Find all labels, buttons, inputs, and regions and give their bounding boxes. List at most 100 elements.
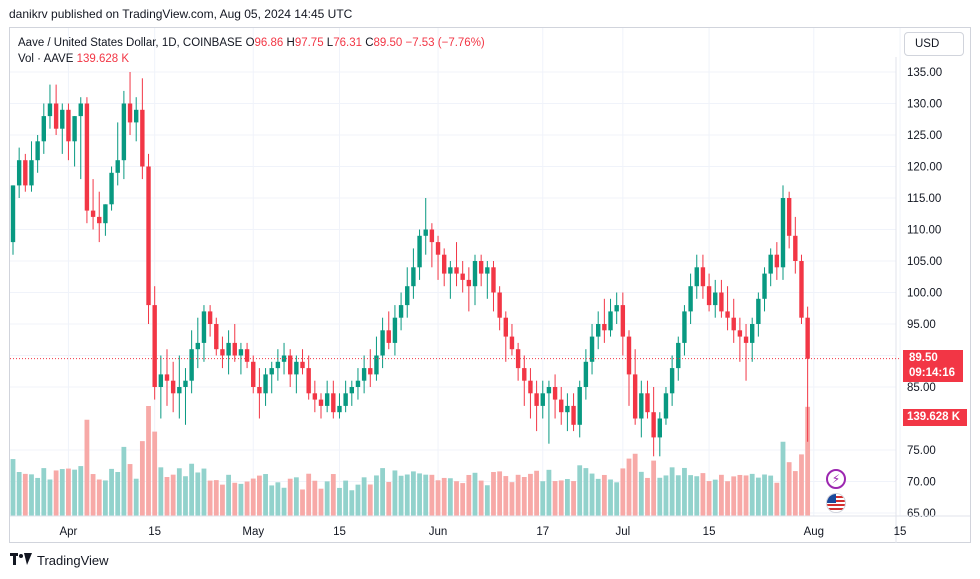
candle-body — [355, 380, 361, 387]
candle-body — [602, 324, 607, 331]
candle-body — [700, 267, 706, 287]
volume-bar — [423, 474, 429, 516]
volume-bar — [786, 462, 792, 516]
candle-body — [263, 374, 268, 394]
candle-body — [238, 349, 244, 356]
candle-body — [762, 273, 767, 299]
us-flag-icon[interactable] — [826, 493, 846, 513]
symbol-name[interactable]: Aave / United States Dollar, 1D, COINBAS… — [18, 37, 243, 49]
volume-bar — [774, 482, 780, 516]
brand-name: TradingView — [37, 553, 109, 568]
candle-body — [750, 324, 755, 343]
volume-bar — [706, 481, 712, 516]
volume-bar — [657, 477, 663, 516]
open-value: 96.86 — [254, 37, 284, 49]
volume-bar — [349, 490, 355, 516]
volume-bar — [195, 472, 201, 516]
candle-body — [552, 387, 558, 400]
candle-body — [127, 103, 133, 123]
volume-bar — [614, 482, 620, 516]
volume-bar — [626, 458, 632, 516]
candle-body — [109, 172, 114, 205]
volume-bar — [380, 468, 385, 516]
candle-body — [269, 368, 274, 375]
time-tick-label: 17 — [536, 526, 549, 538]
volume-bar — [571, 481, 576, 516]
volume-bar — [201, 468, 207, 516]
volume-bar — [638, 471, 644, 516]
candle-body — [115, 160, 120, 173]
candle-body — [657, 418, 662, 438]
candle-body — [288, 355, 293, 375]
publish-info: danikrv published on TradingView.com, Au… — [9, 7, 353, 21]
chart-legend: Aave / United States Dollar, 1D, COINBAS… — [18, 35, 485, 67]
volume-bar — [10, 459, 16, 516]
volume-bar — [552, 481, 558, 516]
bar-countdown: 09:14:16 — [909, 367, 956, 379]
candle-body — [183, 380, 188, 387]
candle-body — [337, 405, 342, 413]
volume-bar — [792, 471, 798, 516]
candle-body — [509, 336, 515, 350]
candle-body — [454, 267, 459, 274]
volume-bar — [725, 481, 730, 516]
volume-bar — [651, 460, 657, 516]
candle-body — [361, 368, 367, 381]
time-tick-label: 15 — [894, 526, 907, 538]
candle-body — [682, 311, 687, 343]
volume-label[interactable]: Vol · AAVE — [18, 53, 74, 65]
close-value: 89.50 — [373, 37, 403, 49]
candle-body — [743, 336, 749, 343]
volume-bar — [460, 483, 466, 516]
candle-body — [374, 355, 379, 375]
candle-body — [90, 210, 96, 217]
footer-brand[interactable]: TradingView — [10, 553, 109, 568]
candle-body — [768, 254, 773, 274]
candle-body — [663, 393, 669, 419]
volume-bar — [528, 473, 533, 516]
volume-bar — [72, 469, 77, 516]
candle-body — [522, 368, 527, 381]
candle-body — [626, 336, 632, 375]
candle-body — [170, 380, 176, 394]
volume-bar — [509, 482, 515, 516]
price-tick-label: 65.00 — [907, 508, 936, 520]
candle-body — [72, 116, 77, 142]
candle-body — [589, 336, 595, 362]
high-value: 97.75 — [294, 37, 324, 49]
candle-body — [232, 342, 237, 356]
candle-body — [565, 405, 570, 413]
candle-body — [324, 393, 330, 406]
volume-bar — [152, 431, 158, 516]
price-tick-label: 130.00 — [907, 99, 942, 111]
time-tick-label: Aug — [804, 526, 824, 538]
time-tick-label: 15 — [333, 526, 346, 538]
volume-bar — [503, 476, 509, 516]
volume-bar — [47, 479, 53, 516]
volume-bar — [534, 470, 539, 516]
candle-body — [645, 393, 650, 413]
low-value: 76.31 — [333, 37, 362, 49]
volume-bar — [318, 488, 324, 516]
volume-bar — [213, 480, 219, 516]
candle-body — [226, 342, 231, 356]
bolt-icon[interactable]: ⚡ — [826, 469, 846, 489]
candle-body — [29, 160, 34, 186]
candle-body — [294, 361, 299, 375]
volume-bar — [90, 474, 96, 516]
price-tick-label: 125.00 — [907, 130, 942, 142]
currency-button[interactable]: USD — [904, 32, 964, 56]
volume-bar — [768, 475, 774, 516]
volume-bar — [762, 474, 767, 516]
candle-body — [177, 387, 182, 394]
candle-body — [214, 324, 219, 350]
candle-body — [257, 387, 262, 394]
open-label: O — [245, 37, 255, 49]
candle-body — [10, 185, 16, 243]
price-tick-label: 95.00 — [907, 319, 936, 331]
candle-body — [725, 311, 730, 318]
volume-bar — [466, 474, 472, 516]
candle-body — [331, 393, 336, 413]
volume-bar — [164, 477, 170, 516]
